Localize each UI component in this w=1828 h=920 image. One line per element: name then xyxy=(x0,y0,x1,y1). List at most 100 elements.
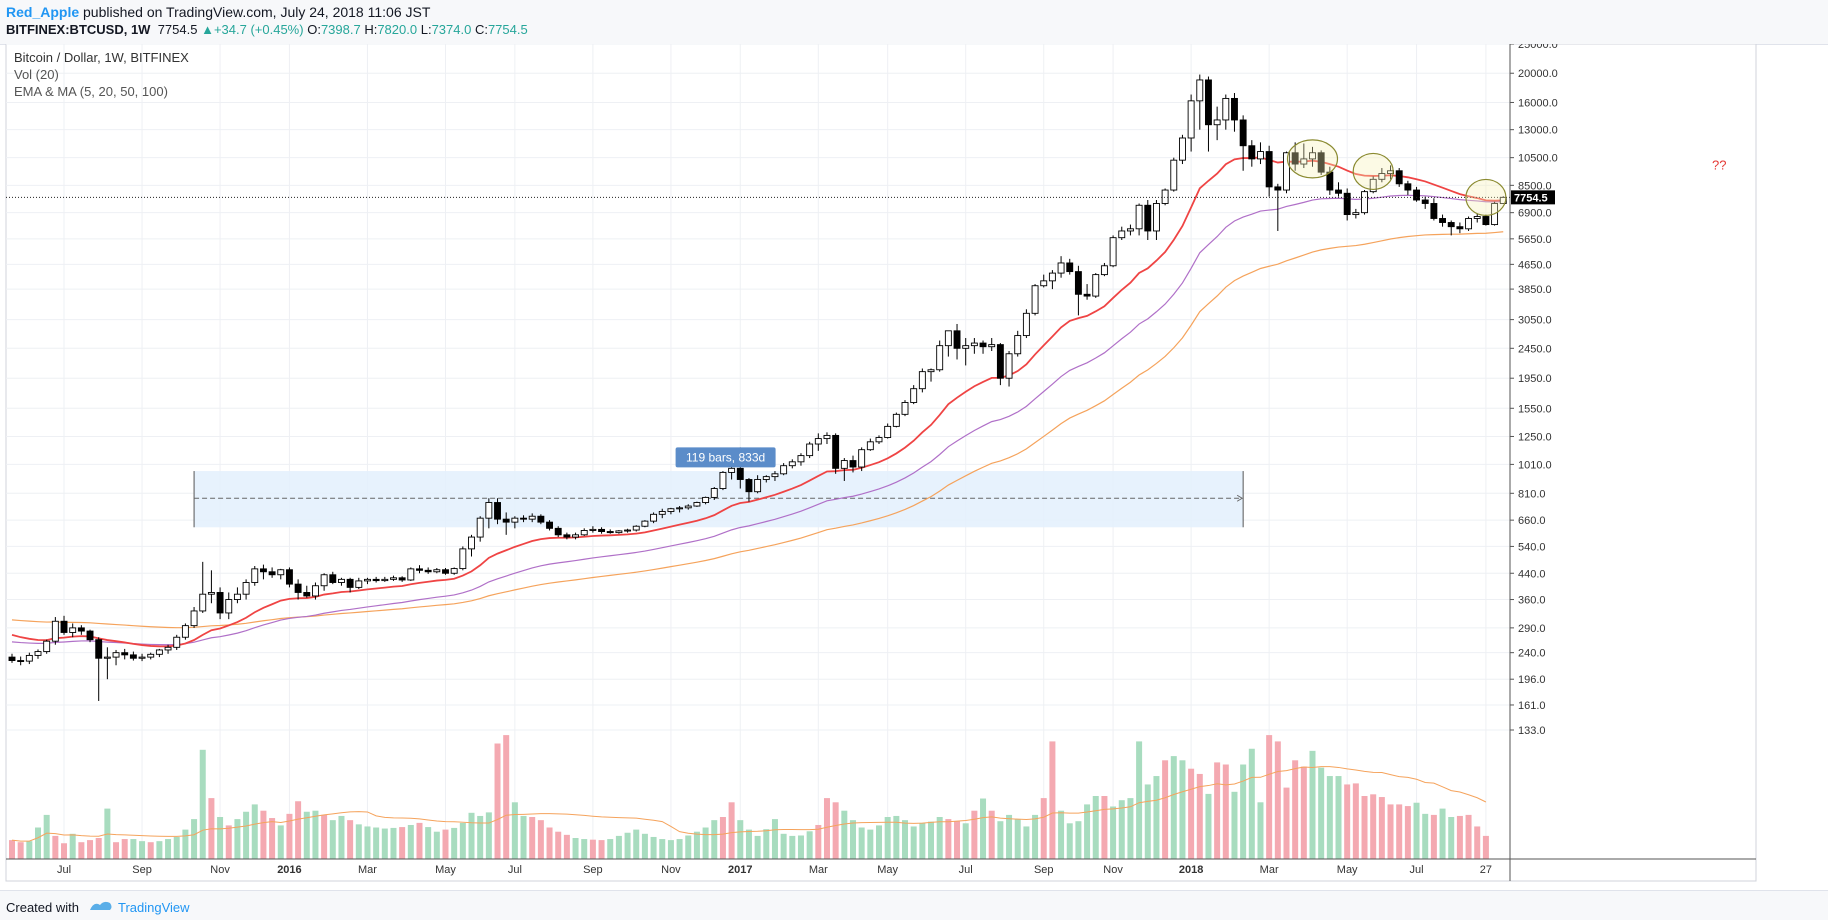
time-tick-label: Nov xyxy=(210,864,230,876)
price-chart[interactable]: ?? 119 bars, 833d 25000.0 20000.0 16000.0 13… xyxy=(0,44,1828,890)
candle xyxy=(355,577,363,590)
candle-body xyxy=(572,534,579,538)
price-tick-label: 133.0 xyxy=(1518,725,1546,737)
volume-bar xyxy=(910,826,917,859)
volume-bar xyxy=(1482,835,1489,859)
candle-body xyxy=(1456,226,1464,230)
candle-body xyxy=(788,461,796,467)
candle-body xyxy=(1291,152,1299,165)
candle-body xyxy=(866,441,874,451)
time-tick-label: Mar xyxy=(358,864,377,876)
candle-body xyxy=(277,569,285,576)
time-tick-label: Jul xyxy=(508,864,522,876)
candle-body xyxy=(8,656,16,661)
candle xyxy=(988,338,996,352)
volume-bar xyxy=(477,815,484,859)
annotations: ?? 119 bars, 833d xyxy=(6,139,1726,468)
candle xyxy=(1465,216,1473,231)
date-range-measure xyxy=(193,471,1244,528)
volume-bar xyxy=(711,820,718,859)
candle-body xyxy=(398,577,406,581)
volume-bar xyxy=(1257,802,1264,859)
candle xyxy=(667,507,675,515)
volume-bar xyxy=(347,820,354,859)
candle xyxy=(225,592,233,620)
candle xyxy=(468,534,475,557)
candle-body xyxy=(736,467,744,480)
price-tick-label: 25000.0 xyxy=(1518,44,1558,51)
candle-body xyxy=(129,654,137,659)
up-arrow-icon: ▲ xyxy=(201,22,214,37)
price-axis[interactable]: 25000.0 20000.0 16000.0 13000.0 10500.0 8500.… xyxy=(1509,44,1558,881)
time-tick-label: Mar xyxy=(1260,864,1279,876)
candle-body xyxy=(1135,204,1143,230)
candle-body xyxy=(1100,265,1108,276)
candle xyxy=(1395,168,1403,187)
candle-body xyxy=(181,625,189,638)
candle xyxy=(927,368,935,382)
time-axis[interactable]: Jul Sep Nov 2016 Mar May Jul Sep Nov 2017 Mar May Ju… xyxy=(6,858,1756,876)
candle-body xyxy=(1161,189,1169,204)
volume-bar xyxy=(442,829,449,859)
volume-bar xyxy=(399,827,406,859)
volume-bar xyxy=(988,810,995,859)
candle-body xyxy=(1152,203,1160,232)
volume-bar xyxy=(928,821,935,859)
candle xyxy=(320,573,328,591)
candle-body xyxy=(424,569,432,573)
volume-bar xyxy=(572,838,579,859)
volume-bar xyxy=(17,842,24,859)
candle-body xyxy=(207,592,215,595)
candle xyxy=(1178,134,1186,165)
candle-body xyxy=(936,345,944,371)
volume-bar xyxy=(789,835,796,859)
created-with-text: Created with xyxy=(6,900,79,915)
volume-bar xyxy=(9,840,15,859)
candle-body xyxy=(43,640,51,653)
candle-body xyxy=(51,620,59,642)
candle xyxy=(1170,157,1178,192)
candle xyxy=(1352,208,1360,219)
tradingview-link[interactable]: TradingView xyxy=(118,900,190,915)
volume-bar xyxy=(1430,814,1437,859)
ohlc-readout: BITFINEX:BTCUSD, 1W 7754.5 ▲+34.7 (+0.45… xyxy=(6,22,528,37)
time-tick-label: Mar xyxy=(809,864,828,876)
volume-bar xyxy=(303,811,310,859)
candle xyxy=(1291,142,1299,171)
candle-body xyxy=(25,654,33,662)
candle-body xyxy=(589,528,597,531)
volume-bar xyxy=(997,821,1004,859)
candle xyxy=(173,634,181,650)
open-label: O: xyxy=(307,22,321,37)
candle-body xyxy=(1265,151,1273,188)
volume-bar xyxy=(546,827,553,859)
candle xyxy=(112,649,120,666)
candle xyxy=(606,529,614,534)
volume-bar xyxy=(1214,762,1221,859)
volume-bar xyxy=(529,817,536,859)
candle-body xyxy=(988,344,996,348)
candle xyxy=(1335,182,1342,197)
candle-body xyxy=(1005,353,1013,379)
last-price: 7754.5 xyxy=(157,22,198,37)
volume-bar xyxy=(329,820,336,859)
candle xyxy=(1213,106,1221,141)
candle-body xyxy=(1118,230,1126,239)
candle xyxy=(381,576,389,582)
volume-bar xyxy=(1075,821,1082,859)
volume-bar xyxy=(1335,776,1342,859)
volume-bar xyxy=(1361,796,1368,859)
volume-bar xyxy=(225,825,232,859)
volume-bar xyxy=(1344,784,1351,859)
candle-body xyxy=(1413,189,1420,201)
volume-bar xyxy=(659,839,666,859)
candle xyxy=(121,648,129,660)
ema-50-line xyxy=(11,194,1504,646)
candle-body xyxy=(1283,152,1290,191)
author-link[interactable]: Red_Apple xyxy=(6,4,80,20)
candle-body xyxy=(346,578,354,588)
volume-bar xyxy=(1170,756,1177,859)
highlight-circle xyxy=(1286,139,1339,179)
low-label: L: xyxy=(420,22,432,37)
candle-body xyxy=(1031,285,1039,314)
